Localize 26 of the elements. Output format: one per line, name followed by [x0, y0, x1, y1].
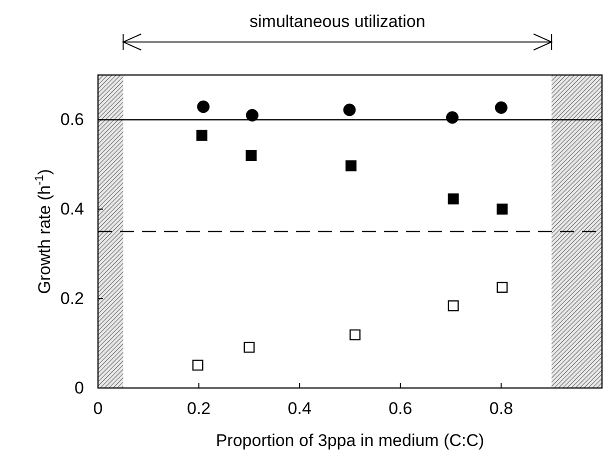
point: [197, 100, 210, 113]
point: [343, 104, 356, 116]
point: [350, 329, 361, 340]
x-tick-label: 0.2: [186, 399, 211, 418]
point: [496, 282, 508, 293]
point: [496, 204, 508, 215]
x-tick-label: 0: [93, 399, 103, 418]
y-tick-label: 0: [74, 378, 84, 398]
point: [448, 300, 459, 312]
y-tick-label: 0.4: [60, 200, 84, 219]
x-tick-label: 0.6: [388, 399, 412, 418]
point: [246, 150, 257, 161]
x-tick-label: 0.8: [489, 399, 514, 418]
point: [246, 109, 258, 122]
x-tick-label: 0.4: [288, 399, 312, 418]
point: [494, 101, 508, 114]
point: [346, 160, 356, 172]
point: [192, 360, 204, 371]
y-tick-label: 0.6: [60, 110, 84, 130]
point: [448, 193, 459, 204]
point: [244, 342, 255, 353]
text: simultaneous utilization: [250, 12, 426, 31]
point: [196, 130, 208, 141]
x-axis-title: Proportion of 3ppa in medium (C:C): [216, 431, 484, 450]
point: [446, 111, 459, 124]
y-tick-label: 0.2: [60, 289, 84, 308]
